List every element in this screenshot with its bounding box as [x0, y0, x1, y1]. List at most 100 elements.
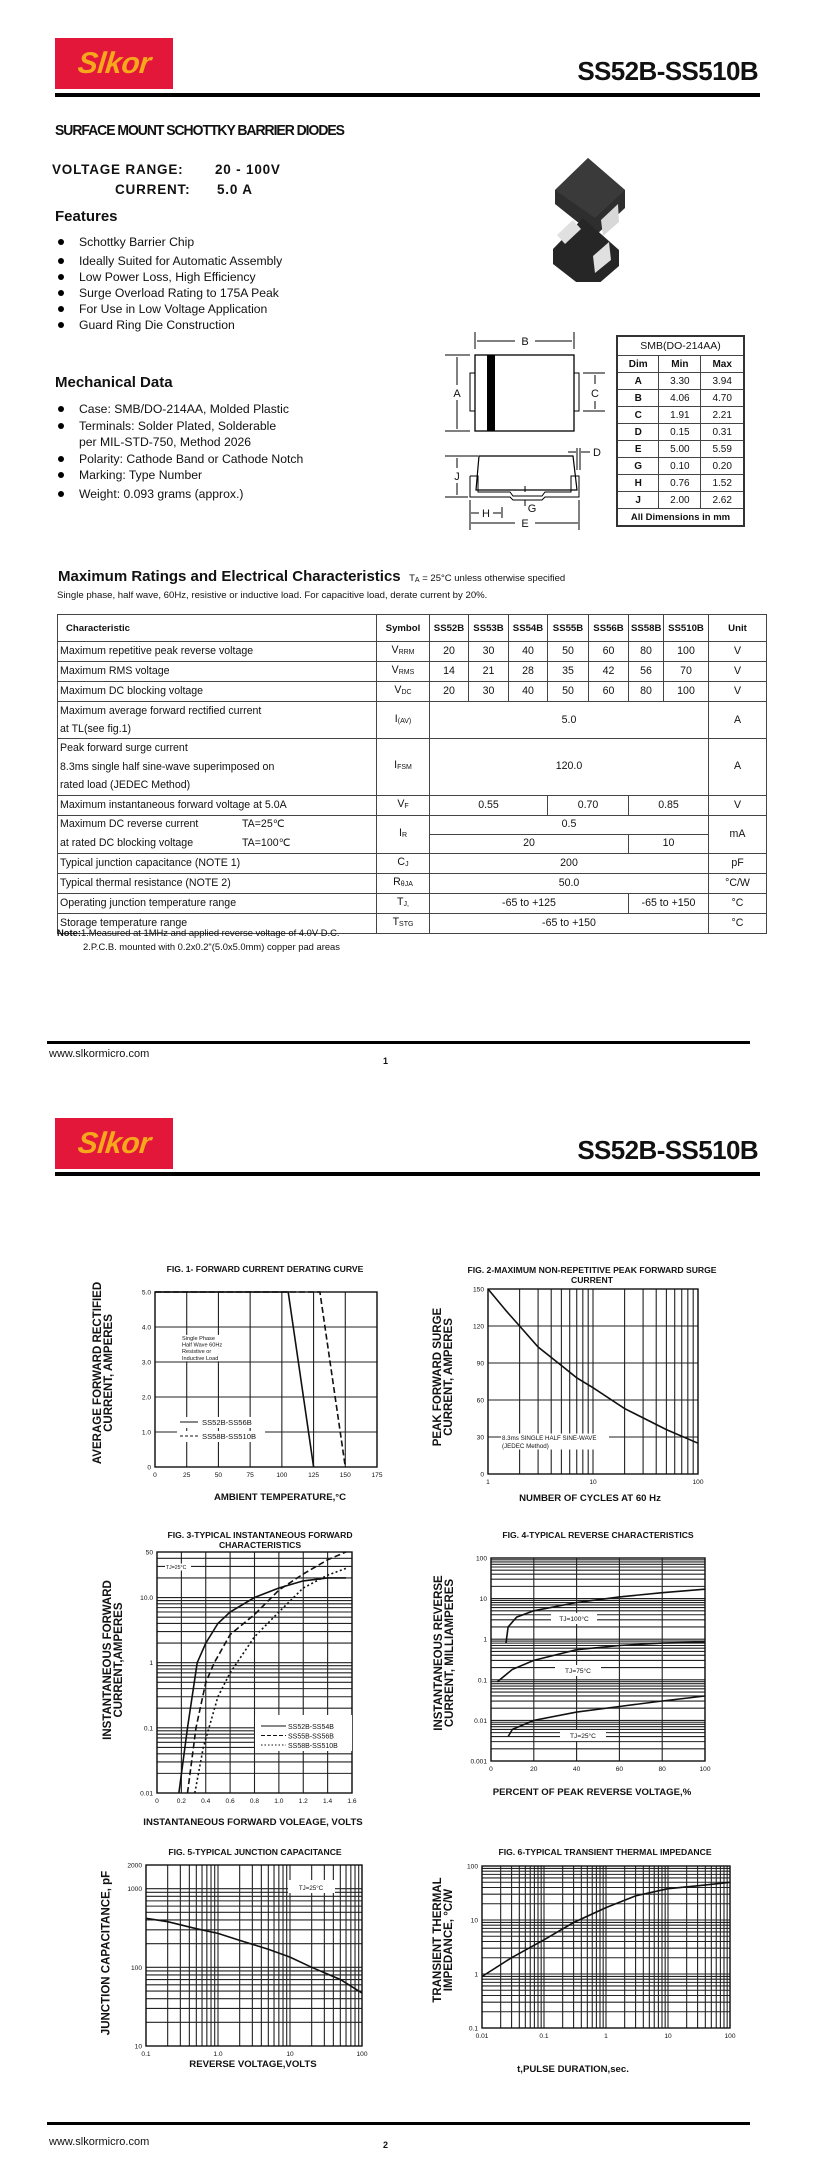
label-background	[181, 1354, 231, 1362]
value-cell: 21	[468, 661, 509, 682]
cond-text: = 25°C unless otherwise specified	[419, 573, 566, 584]
y-tick-label: 0.01	[140, 1791, 153, 1798]
footer-url: www.slkormicro.com	[49, 2136, 150, 2148]
char-cell: at rated DC blocking voltage TA=100℃	[57, 834, 377, 854]
part-number-title: SS52B-SS510B	[577, 1135, 758, 1165]
dim-letter: G	[616, 457, 660, 475]
package-dimension-drawing: B A C D J H G E	[445, 332, 605, 530]
cond-symbol: T	[409, 573, 415, 584]
x-tick-label: 100	[724, 2033, 735, 2040]
fig6-xlabel: t,PULSE DURATION,sec.	[517, 2064, 629, 2075]
chip-bottom-lead-right	[593, 242, 611, 273]
col-header: SS58B	[628, 614, 664, 642]
value-cell: 50.0	[429, 872, 709, 894]
current-label: CURRENT:	[115, 182, 191, 197]
product-subtitle: SURFACE MOUNT SCHOTTKY BARRIER DIODES	[55, 122, 345, 139]
sym-sub: FSM	[397, 764, 412, 772]
table-row: Maximum average forward rectified curren…	[57, 701, 767, 739]
sym-sub: R	[401, 831, 407, 839]
fig3-ylabel: INSTANTANEOUS FORWARD CURRENT,AMPERES	[102, 1580, 125, 1740]
value-cell: 20	[429, 833, 629, 854]
sym-sub: DC	[401, 689, 412, 696]
product-package-image	[553, 158, 625, 282]
value-cell: 30	[468, 641, 509, 662]
curve-label: TJ=25°C	[570, 1732, 596, 1740]
ratings-note: Single phase, half wave, 60Hz, resistive…	[57, 590, 488, 601]
legend-label: SS58B-SS510B	[288, 1743, 338, 1750]
fig2-annotation: (JEDEC Method)	[502, 1443, 549, 1450]
legend-background	[177, 1431, 265, 1442]
x-tick-label: 1	[486, 1479, 490, 1486]
dim-row: G 0.10 0.20	[616, 457, 745, 475]
legend-label: SS58B-SS510B	[202, 1432, 256, 1441]
ratings-heading-row: Maximum Ratings and Electrical Character…	[58, 568, 565, 586]
sym-sub: J	[405, 860, 409, 868]
value-cell: 50	[547, 641, 589, 662]
note-2: 2.P.C.B. mounted with 0.2x0.2"(5.0x5.0mm…	[83, 941, 340, 952]
col-header: SS510B	[663, 614, 709, 642]
legend-background	[255, 1715, 352, 1751]
dim-header: Dim	[616, 355, 660, 373]
sym-sub: STG	[399, 920, 414, 928]
x-tick-label: 10	[589, 1479, 597, 1486]
y-tick-label: 150	[473, 1287, 484, 1294]
mech-item-continuation: per MIL-STD-750, Method 2026	[79, 435, 252, 449]
chip-top-face	[555, 158, 625, 218]
x-tick-label: 10	[664, 2033, 672, 2040]
dim-row: A 3.30 3.94	[616, 372, 745, 390]
char-cell: Maximum instantaneous forward voltage at…	[57, 794, 377, 816]
dim-value: 1.52	[700, 474, 745, 492]
dim-value: 2.21	[700, 406, 745, 424]
cond-sub: A	[414, 577, 420, 584]
x-tick-label: 100	[692, 1479, 703, 1486]
x-tick-label: 0.2	[177, 1798, 186, 1805]
dim-label-j: J	[454, 471, 460, 483]
col-header: SS56B	[588, 614, 629, 642]
label-background	[501, 1441, 609, 1450]
char-cell: Typical junction capacitance (NOTE 1)	[57, 852, 377, 874]
feature-item: Low Power Loss, High Efficiency	[55, 269, 282, 285]
logo-text: Slkor	[76, 1126, 153, 1160]
dim-label-d: D	[593, 447, 601, 459]
y-tick-label: 100	[467, 1864, 478, 1871]
table-row: Maximum DC blocking voltage VDC 20 30 40 50 60…	[57, 681, 767, 702]
symbol-cell: VDC	[376, 681, 430, 702]
mechanical-data-heading: Mechanical Data	[55, 374, 173, 391]
col-header: SS55B	[547, 614, 589, 642]
sym-sub: (AV)	[397, 717, 412, 725]
dim-letter: E	[616, 440, 660, 458]
dim-value: 0.76	[658, 474, 702, 492]
x-tick-label: 75	[246, 1472, 254, 1479]
sym: V	[397, 797, 405, 810]
char-cell: Typical thermal resistance (NOTE 2)	[57, 872, 377, 894]
table-row: at rated DC blocking voltage TA=100℃ 20 1…	[57, 833, 767, 854]
fig6-grid	[481, 1865, 731, 2029]
cathode-band	[487, 355, 495, 431]
fig3-series-1-line	[178, 1577, 346, 1794]
dim-header: Max	[700, 355, 745, 373]
dim-value: 5.59	[700, 440, 745, 458]
table-row: Peak forward surge current 8.3ms single h…	[57, 738, 767, 796]
value-cell: 35	[547, 661, 589, 682]
table-row: Operating junction temperature range TJ,…	[57, 892, 767, 914]
plot-frame	[156, 1551, 353, 1794]
feature-item: For Use in Low Voltage Application	[55, 301, 282, 317]
symbol-cell: IFSM	[376, 738, 430, 796]
y-tick-label: 10	[471, 1918, 479, 1925]
fig4-xlabel: PERCENT OF PEAK REVERSE VOLTAGE,%	[492, 1787, 692, 1798]
x-tick-label: 0	[489, 1766, 493, 1773]
x-tick-label: 20	[530, 1766, 538, 1773]
y-tick-label: 10	[480, 1596, 488, 1603]
fig1-series-2-line	[155, 1291, 347, 1468]
x-tick-label: 0	[155, 1798, 159, 1805]
char-cell: Maximum repetitive peak reverse voltage	[57, 641, 377, 662]
fig1-xlabel: AMBIENT TEMPERATURE,°C	[213, 1492, 347, 1503]
symbol-cell: CJ	[376, 852, 430, 874]
fig1-chart: 0 25 50 75 100 125 150 175 0 1.0 2.0 3.0 4.0 5.0 Singl…	[142, 1290, 383, 1480]
dim-label-e: E	[521, 518, 528, 530]
value-cell: 14	[429, 661, 469, 682]
unit-cell: mA	[708, 814, 767, 854]
fig5-series-1-line	[145, 1917, 363, 1994]
dim-row: E 5.00 5.59	[616, 440, 745, 458]
sym-sub: θJA	[400, 880, 413, 888]
